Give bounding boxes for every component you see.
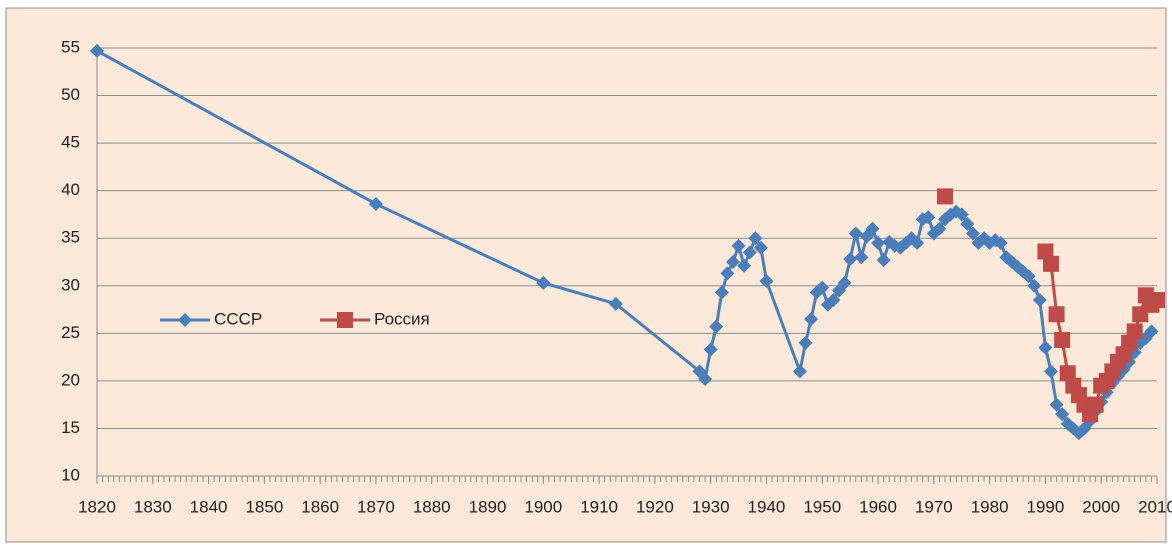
y-tick-label: 50 (61, 85, 80, 104)
marker (1059, 365, 1076, 382)
marker (720, 266, 735, 281)
marker (748, 231, 763, 246)
marker (608, 296, 623, 311)
marker (1126, 323, 1143, 340)
x-tick-label: 1980 (971, 497, 1009, 516)
x-tick-label: 1920 (636, 497, 674, 516)
marker (709, 319, 724, 334)
y-tick-label: 40 (61, 180, 80, 199)
x-tick-label: 1910 (580, 497, 618, 516)
x-tick-label: 1850 (245, 497, 283, 516)
marker (737, 258, 752, 273)
marker (90, 43, 104, 58)
marker (1055, 407, 1070, 422)
x-tick-label: 1880 (413, 497, 451, 516)
series (937, 188, 1165, 423)
marker (753, 240, 768, 255)
x-tick-label: 1830 (134, 497, 172, 516)
marker (921, 210, 936, 225)
marker (759, 274, 774, 289)
x-tick-label: 1820 (78, 497, 116, 516)
y-tick-label: 15 (61, 418, 80, 437)
marker (742, 245, 757, 260)
y-tick-label: 30 (61, 275, 80, 294)
x-tick-label: 1930 (692, 497, 730, 516)
x-tick-label: 1990 (1027, 497, 1065, 516)
y-tick-label: 10 (61, 465, 80, 484)
x-tick-label: 1950 (803, 497, 841, 516)
y-tick-label: 20 (61, 370, 80, 389)
marker (1048, 306, 1065, 323)
marker (726, 255, 740, 269)
x-tick-label: 1970 (915, 497, 953, 516)
marker (932, 221, 947, 236)
marker (731, 238, 746, 253)
marker (854, 250, 869, 265)
marker (337, 312, 353, 328)
marker (178, 313, 192, 327)
marker (1149, 292, 1165, 309)
marker (1049, 397, 1064, 412)
legend-label: СССР (214, 309, 262, 328)
marker (1027, 278, 1042, 293)
marker (1037, 243, 1054, 260)
marker (368, 196, 383, 211)
marker (798, 335, 813, 350)
marker (714, 285, 729, 300)
y-tick-label: 25 (61, 323, 80, 342)
marker (1087, 396, 1104, 413)
y-tick-label: 35 (61, 228, 80, 247)
x-tick-label: 2010 (1138, 497, 1172, 516)
x-tick-label: 1960 (859, 497, 897, 516)
marker (876, 253, 891, 268)
marker (703, 342, 718, 357)
x-tick-label: 1840 (190, 497, 228, 516)
marker (1032, 293, 1047, 308)
marker (1010, 259, 1025, 274)
series (90, 43, 1159, 441)
marker (993, 235, 1008, 250)
marker (1043, 255, 1059, 272)
marker (848, 226, 863, 241)
x-tick-label: 1940 (748, 497, 786, 516)
marker (1044, 364, 1058, 379)
x-tick-label: 1870 (357, 497, 395, 516)
marker (1021, 269, 1036, 284)
marker (1144, 324, 1159, 339)
marker (698, 371, 713, 386)
x-tick-label: 2000 (1082, 497, 1120, 516)
marker (871, 235, 886, 250)
chart-area (5, 7, 1167, 543)
y-tick-label: 45 (61, 133, 80, 152)
marker (865, 221, 880, 236)
marker (815, 280, 830, 295)
marker (960, 216, 975, 231)
marker (1054, 331, 1071, 348)
y-tick-label: 55 (61, 37, 80, 56)
x-tick-label: 1860 (301, 497, 339, 516)
marker (937, 188, 953, 205)
marker (843, 252, 858, 267)
marker (965, 226, 980, 241)
x-tick-label: 1890 (469, 497, 507, 516)
marker (804, 312, 819, 327)
marker (1038, 340, 1053, 355)
marker (792, 364, 807, 379)
marker (536, 275, 551, 290)
marker (910, 235, 925, 250)
marker (826, 293, 841, 308)
marker (837, 275, 852, 290)
legend-label: Россия (374, 309, 430, 328)
marker (954, 207, 969, 222)
x-tick-label: 1900 (524, 497, 562, 516)
